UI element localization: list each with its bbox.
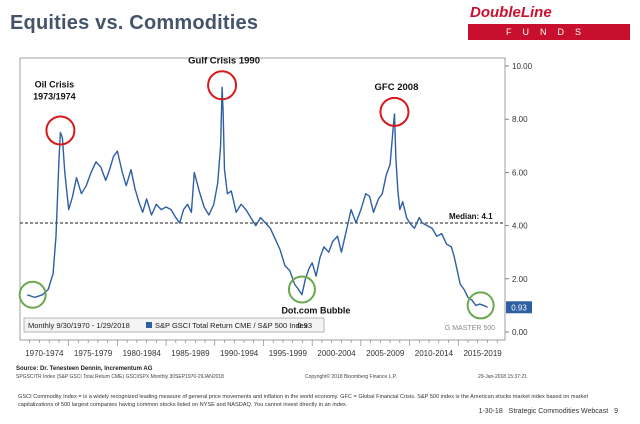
copyright: Copyright© 2018 Bloomberg Finance L.P. (305, 374, 397, 380)
annotation-label: 1973/1974 (33, 91, 76, 101)
legend-range: Monthly 9/30/1970 - 1/29/2018 (28, 321, 130, 330)
logo-brand: DoubleLine (470, 4, 552, 21)
doubleline-logo: DoubleLine FUNDS (468, 2, 630, 42)
legend-series-label: S&P GSCI Total Return CME / S&P 500 Inde… (155, 321, 308, 330)
timestamp: 29-Jan-2018 15:37:21 (478, 374, 527, 380)
green-highlight-circle (466, 291, 495, 320)
source-line-2: SPGSCITR Index (S&P GSCI Total Return CM… (16, 374, 224, 380)
red-highlight-circle (45, 115, 76, 146)
x-tick-label: 2010-2014 (415, 349, 454, 358)
x-tick-label: 2005-2009 (366, 349, 405, 358)
y-tick-label: 4.00 (512, 222, 528, 231)
x-tick-label: 1985-1989 (171, 349, 210, 358)
median-label: Median: 4.1 (449, 212, 493, 221)
y-tick-label: 10.00 (512, 62, 533, 71)
x-tick-label: 2000-2004 (317, 349, 356, 358)
green-highlight-circle (287, 275, 316, 304)
watermark: G MASTER 500 (445, 325, 495, 332)
logo-sub: FUNDS (468, 24, 630, 40)
annotation-label: Dot.com Bubble (281, 305, 350, 315)
slide-footer: 1-30-18 Strategic Commodities Webcast 9 (475, 408, 618, 415)
source-line: Source: Dr. Tenesteen Dennin, Incrementu… (16, 366, 153, 372)
y-tick-label: 0.00 (512, 328, 528, 337)
page-title: Equities vs. Commodities (10, 12, 259, 34)
footer-webcast: Strategic Commodities Webcast (508, 408, 609, 415)
annotation-label: Oil Crisis (35, 79, 75, 89)
x-tick-label: 1990-1994 (220, 349, 259, 358)
x-tick-label: 1980-1984 (123, 349, 162, 358)
page-number: 9 (614, 408, 618, 415)
last-value-label: 0.93 (511, 303, 527, 312)
series-line (27, 86, 488, 308)
x-tick-label: 1995-1999 (269, 349, 308, 358)
legend-swatch (146, 322, 152, 328)
legend-value: 0.93 (297, 321, 312, 330)
last-value-tag (506, 301, 532, 314)
footer-date: 1-30-18 (478, 408, 503, 415)
y-tick-label: 6.00 (512, 168, 528, 177)
ratio-chart: 0.00 2.00 4.00 6.00 8.00 10.00 1970-1974 1975-1… (18, 55, 533, 358)
annotation-label: Gulf Crisis 1990 (188, 55, 260, 66)
annotation-label: GFC 2008 (375, 82, 419, 93)
chart-area: 0.00 2.00 4.00 6.00 8.00 10.00 1970-1974 1975-1… (0, 50, 640, 385)
footnote: GSCI Commodity Index = is a widely recog… (18, 394, 589, 408)
x-tick-label: 1970-1974 (25, 349, 64, 358)
plot-frame (19, 57, 506, 341)
legend-box (23, 317, 325, 333)
green-highlight-circle (18, 280, 47, 309)
red-highlight-circle (379, 96, 410, 127)
y-tick-label: 8.00 (512, 115, 528, 124)
red-highlight-circle (207, 70, 238, 101)
y-tick-label: 2.00 (512, 275, 528, 284)
x-tick-label: 1975-1979 (74, 349, 113, 358)
x-tick-label: 2015-2019 (463, 349, 502, 358)
